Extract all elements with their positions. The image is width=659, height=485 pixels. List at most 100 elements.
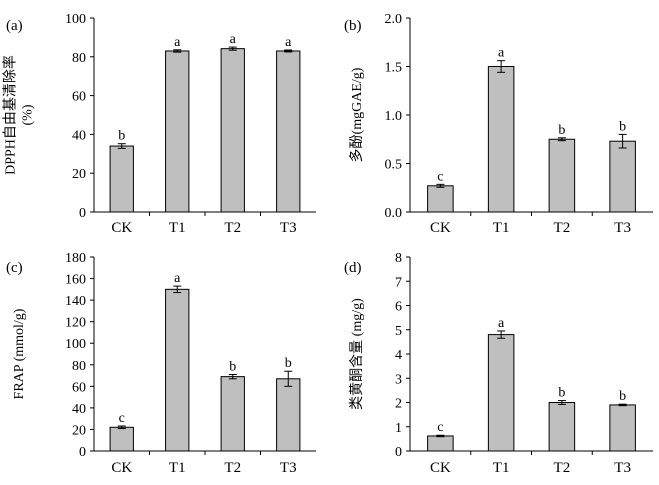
bar-b-ck (427, 185, 454, 213)
bar-b-t2 (548, 138, 576, 213)
category-label-b-t2: T2 (554, 220, 571, 236)
error-bar-a-t1 (173, 49, 182, 53)
y-tick-label-d: 1 (395, 421, 402, 436)
category-label-c-ck: CK (111, 460, 132, 476)
error-bar-b-ck (436, 183, 445, 188)
category-label-b-ck: CK (430, 220, 451, 236)
y-axis-label-b: 多酚(mgGAE/g) (348, 67, 365, 162)
sig-letter-a-ck: b (118, 129, 125, 144)
y-tick-label-a: 60 (72, 90, 86, 105)
sig-letter-a-t2: a (230, 32, 237, 47)
category-label-a-t3: T3 (280, 220, 297, 236)
y-tick-label-a: 20 (72, 167, 86, 182)
bar-c-t1 (165, 288, 190, 452)
error-bar-d-t3 (618, 403, 627, 407)
error-bar-a-t2 (228, 46, 237, 51)
bar-d-ck (427, 435, 454, 452)
error-bar-d-t1 (497, 330, 506, 339)
category-label-d-t3: T3 (614, 460, 631, 476)
error-bar-c-ck (117, 425, 126, 430)
y-tick-label-a: 80 (72, 51, 86, 66)
y-tick-label-d: 3 (395, 372, 402, 387)
y-tick-label-c: 120 (65, 316, 86, 331)
error-bar-d-t2 (557, 400, 566, 405)
y-tick-label-d: 4 (395, 348, 402, 363)
sig-letter-c-ck: c (119, 411, 125, 426)
y-tick-label-c: 0 (79, 445, 86, 460)
y-tick-label-a: 0 (79, 206, 86, 221)
sig-letter-a-t3: a (285, 35, 292, 50)
category-label-c-t3: T3 (280, 460, 297, 476)
y-tick-label-d: 2 (395, 397, 402, 412)
bar-c-t2 (220, 376, 245, 452)
panel-label-a: (a) (6, 18, 23, 34)
y-tick-label-c: 40 (72, 402, 86, 417)
y-axis-label-a: DPPH自由基清除率 (2, 55, 19, 175)
category-label-c-t1: T1 (169, 460, 186, 476)
sig-letter-d-t3: b (619, 389, 626, 404)
bar-c-ck (109, 426, 134, 452)
y-tick-label-c: 60 (72, 380, 86, 395)
category-label-a-t1: T1 (169, 220, 186, 236)
panel-label-d: (d) (344, 260, 362, 276)
sig-letter-a-t1: a (174, 35, 181, 50)
error-bar-b-t1 (497, 60, 506, 73)
error-bar-a-ck (117, 143, 126, 149)
sig-letter-d-t2: b (558, 386, 565, 401)
y-tick-label-a: 100 (65, 12, 86, 27)
y-tick-label-d: 8 (395, 251, 402, 266)
y-tick-label-b: 2.0 (385, 12, 403, 27)
bar-a-ck (109, 145, 134, 213)
sig-letter-b-t2: b (558, 123, 565, 138)
bar-a-t1 (165, 50, 190, 213)
sig-letter-b-t3: b (619, 119, 626, 134)
category-label-a-t2: T2 (224, 220, 241, 236)
error-bar-b-t2 (557, 137, 566, 142)
y-tick-label-b: 0.0 (385, 206, 403, 221)
sig-letter-b-ck: c (437, 169, 443, 184)
y-tick-label-b: 0.5 (385, 158, 403, 173)
y-tick-label-b: 1.0 (385, 109, 403, 124)
y-axis-label-a: (%) (21, 104, 36, 125)
bar-c-t3 (276, 378, 301, 452)
sig-letter-b-t1: a (498, 46, 505, 61)
y-tick-label-c: 160 (65, 273, 86, 288)
category-label-d-ck: CK (430, 460, 451, 476)
y-tick-label-d: 0 (395, 445, 402, 460)
y-tick-label-c: 140 (65, 294, 86, 309)
y-tick-label-d: 7 (395, 275, 402, 290)
category-label-d-t1: T1 (493, 460, 510, 476)
y-axis-label-d: 类黄酮含量 (mg/g) (348, 298, 365, 410)
sig-letter-d-ck: c (437, 420, 443, 435)
bar-a-t2 (220, 48, 245, 213)
y-axis-label-c: FRAP (mmol/g) (12, 308, 27, 399)
error-bar-c-t1 (173, 285, 182, 294)
error-bar-b-t3 (618, 133, 627, 149)
panel-d: c CK a T1 b T2 b T3 0 1 2 3 4 5 6 7 8 (d) 类黄酮含量 (mg/g) (344, 251, 653, 476)
bar-d-t2 (548, 402, 576, 452)
category-label-c-t2: T2 (224, 460, 241, 476)
error-bar-d-ck (436, 434, 445, 438)
panel-a: b CK a T1 a T2 a T3 0 20 40 60 80 100 (a) DPPH自由基清除率 (%) (2, 12, 316, 236)
bar-d-t1 (487, 334, 515, 452)
y-tick-label-c: 100 (65, 337, 86, 352)
panel-b: c CK a T1 b T2 b T3 0.0 0.5 1.0 1.5 2.0 (b) 多酚(mgGAE/g… (344, 12, 653, 236)
category-label-a-ck: CK (111, 220, 132, 236)
bar-b-t1 (487, 66, 515, 213)
sig-letter-c-t2: b (229, 359, 236, 374)
sig-letter-c-t3: b (285, 356, 292, 371)
bar-b-t3 (609, 140, 636, 213)
panel-c: c CK a T1 b T2 b T3 0 20 40 60 80 100 120 140 160 180 (c) F… (6, 251, 316, 476)
error-bar-c-t3 (284, 370, 293, 387)
sig-letter-d-t1: a (498, 316, 505, 331)
y-tick-label-c: 20 (72, 423, 86, 438)
y-tick-label-b: 1.5 (385, 61, 403, 76)
category-label-d-t2: T2 (554, 460, 571, 476)
panel-label-c: (c) (6, 260, 23, 276)
y-tick-label-d: 6 (395, 300, 402, 315)
y-tick-label-d: 5 (395, 324, 402, 339)
panel-label-b: (b) (344, 18, 362, 34)
bar-d-t3 (609, 404, 636, 452)
bar-a-t3 (276, 50, 301, 213)
